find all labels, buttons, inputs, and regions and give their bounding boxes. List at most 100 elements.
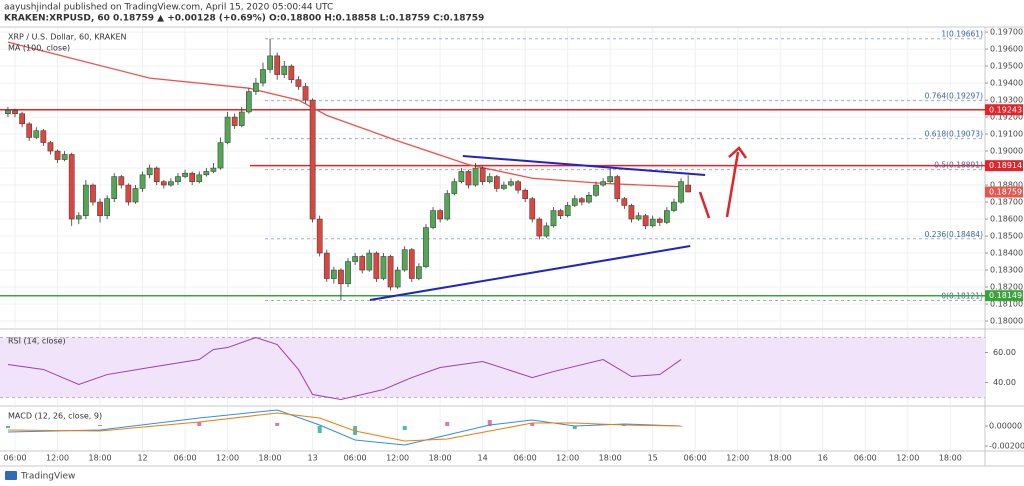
x-tick-label: 14 <box>478 454 488 463</box>
candle-body <box>444 193 451 220</box>
candle-body <box>196 174 203 182</box>
candle-body <box>90 184 96 203</box>
candle-body <box>40 130 47 143</box>
arrow <box>725 151 740 218</box>
candle-body <box>295 79 302 87</box>
candle-body <box>586 195 592 203</box>
candle-body <box>628 205 635 220</box>
candle-body <box>12 110 18 114</box>
price-tag-label: 0.18914 <box>989 161 1022 170</box>
x-tick-label: 13 <box>308 454 318 463</box>
candle-body <box>26 123 33 138</box>
y-tick-label: 0.19100 <box>990 130 1023 139</box>
candle-body <box>132 188 139 203</box>
candle-body <box>571 198 578 206</box>
candle-body <box>373 252 380 279</box>
fib-label: 0.618(0.19073) <box>925 130 983 139</box>
candle-body <box>600 181 606 186</box>
macd-tick-label: -0.00200 <box>989 442 1024 451</box>
trendline <box>462 154 706 177</box>
candle-body <box>245 91 252 113</box>
x-tick-label: 12:00 <box>726 454 749 463</box>
candle-body <box>288 65 295 80</box>
candle-body <box>550 210 557 227</box>
candle-body <box>61 154 68 160</box>
candle-body <box>274 55 281 75</box>
candle-body <box>338 269 344 284</box>
logo-icon <box>5 471 17 480</box>
x-tick-label: 18:00 <box>89 454 112 463</box>
macd-histogram-bar <box>445 422 450 426</box>
candle-body <box>182 172 188 177</box>
candle-body <box>416 266 422 279</box>
price-tag-label: 0.18149 <box>989 291 1022 300</box>
candle-body <box>217 142 224 169</box>
y-tick-label: 0.18500 <box>990 232 1023 241</box>
candle-body <box>642 215 649 227</box>
candle-body <box>345 261 351 284</box>
candle-body <box>472 167 479 186</box>
candle-body <box>125 184 132 203</box>
candle-body <box>493 176 500 189</box>
candle-body <box>316 218 323 254</box>
candle-body <box>19 113 25 125</box>
candle-body <box>111 176 118 199</box>
candle-body <box>160 181 167 186</box>
candle-body <box>47 142 54 152</box>
x-tick-label: 18:00 <box>769 454 792 463</box>
candle-body <box>380 256 387 279</box>
candle-body <box>104 198 110 216</box>
y-tick-label: 0.19000 <box>990 147 1023 156</box>
x-tick-label: 06:00 <box>3 454 26 463</box>
x-tick-label: 12:00 <box>216 454 239 463</box>
candle-body <box>260 69 266 84</box>
macd-histogram-bar <box>402 426 407 430</box>
candle-body <box>543 225 550 237</box>
x-tick-label: 18:00 <box>939 454 962 463</box>
x-tick-label: 06:00 <box>854 454 877 463</box>
x-tick-label: 12:00 <box>46 454 69 463</box>
candle-body <box>486 176 493 182</box>
x-tick-label: 18:00 <box>599 454 622 463</box>
fib-label: 0.764(0.19297) <box>925 92 983 101</box>
trendline <box>369 245 691 302</box>
candle-body <box>68 154 75 220</box>
candle-body <box>437 210 443 220</box>
candle-body <box>401 249 408 271</box>
candle-body <box>352 256 358 262</box>
candle-body <box>578 198 585 203</box>
macd-tick-label: 0.00000 <box>989 422 1022 431</box>
candle-body <box>394 269 401 288</box>
candle-body <box>224 116 231 143</box>
candle-body <box>267 55 273 70</box>
candle-body <box>146 167 153 176</box>
candle-body <box>564 205 571 216</box>
y-tick-label: 0.18600 <box>990 215 1023 224</box>
candle-body <box>451 181 458 194</box>
candle-body <box>508 181 514 186</box>
candle-body <box>323 252 330 279</box>
macd-histogram-bar <box>487 420 492 426</box>
arrow <box>698 191 711 219</box>
x-tick-label: 06:00 <box>344 454 367 463</box>
symbol-line: KRAKEN:XRPUSD, 60 0.18759 ▲ +0.00128 (+0… <box>4 14 484 24</box>
pane-title: XRP / U.S. Dollar, 60, KRAKEN <box>8 33 127 42</box>
price-tag <box>985 186 1023 198</box>
x-tick-label: 18:00 <box>259 454 282 463</box>
y-tick-label: 0.18200 <box>990 283 1023 292</box>
candle-body <box>168 181 174 186</box>
plot: 06:00 12:00 18:00 12 06:00 12:00 18:00 13 06:00 1… <box>0 28 1024 463</box>
candle-body <box>671 201 677 211</box>
fib-label: 0.236(0.18484) <box>925 230 983 239</box>
arrow-head <box>728 146 748 159</box>
y-tick-label: 0.18400 <box>990 249 1023 258</box>
rsi-label: RSI (14, close) <box>8 337 66 346</box>
annotation-arrows <box>698 146 748 219</box>
x-tick-label: 06:00 <box>174 454 197 463</box>
price-tag <box>985 160 1023 172</box>
rsi-tick-label: 60.00 <box>993 348 1016 357</box>
macd-histogram-bar <box>572 426 577 429</box>
candle-body <box>465 171 472 186</box>
candle-body <box>75 215 82 220</box>
